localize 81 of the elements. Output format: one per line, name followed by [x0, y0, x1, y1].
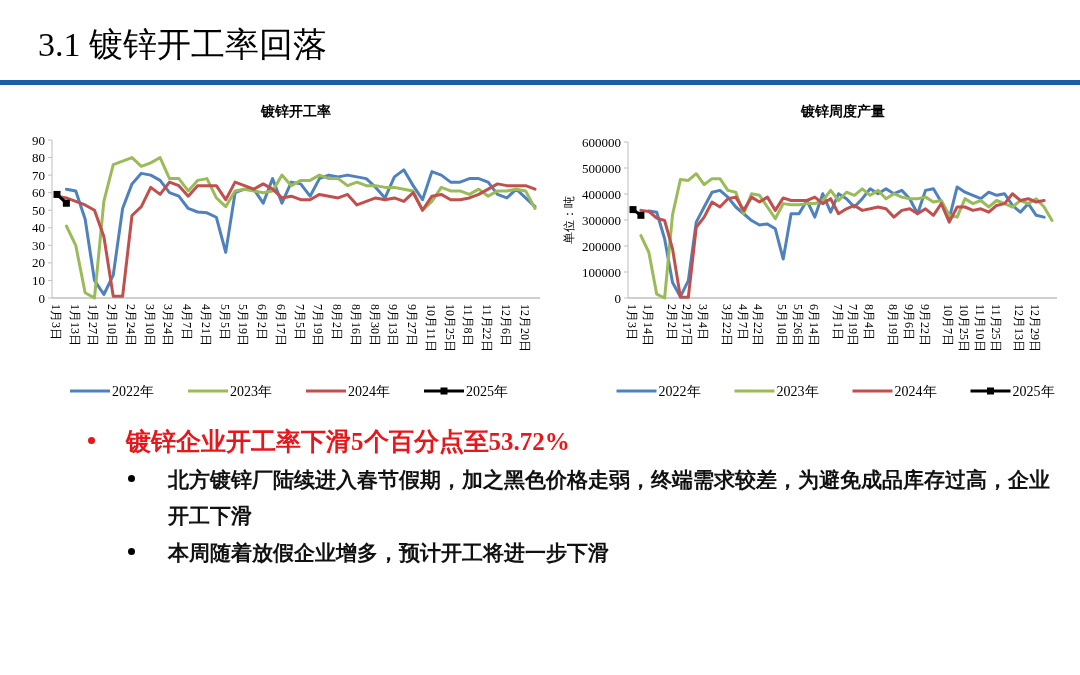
x-tick-label: 12月6日 [498, 304, 513, 346]
x-tick-label: 9月6日 [901, 304, 916, 340]
x-tick-label: 4月21日 [198, 304, 213, 346]
legend-label: 2022年 [658, 384, 701, 399]
legend-label: 2025年 [1012, 384, 1055, 399]
x-tick-label: 5月26日 [791, 304, 806, 346]
x-tick-label: 9月13日 [386, 304, 401, 346]
x-tick-label: 2月10日 [105, 304, 120, 346]
y-tick-label: 600000 [582, 134, 621, 150]
legend-label: 2023年 [776, 384, 819, 399]
x-tick-label: 12月13日 [1012, 304, 1027, 352]
y-tick-label: 0 [614, 290, 621, 306]
x-tick-label: 5月5日 [217, 304, 232, 340]
x-tick-label: 11月8日 [461, 304, 476, 346]
x-tick-label: 8月2日 [330, 304, 345, 340]
x-tick-label: 10月25日 [957, 304, 972, 352]
x-tick-label: 7月5日 [292, 304, 307, 340]
x-tick-label: 6月17日 [273, 304, 288, 346]
y-tick-label: 30 [32, 237, 45, 253]
y-tick-label: 0 [38, 290, 45, 306]
x-tick-label: 8月30日 [367, 304, 382, 346]
y-tick-label: 80 [32, 150, 45, 166]
y-tick-label: 40 [32, 220, 45, 236]
legend-label: 2022年 [112, 384, 154, 399]
y-tick-label: 500000 [582, 160, 621, 176]
text: 本周随着放假企业增多，预计开工将进一步下滑 [168, 540, 610, 567]
x-tick-label: 10月7日 [941, 304, 956, 346]
x-tick-label: 11月10日 [972, 304, 987, 352]
x-tick-label: 10月11日 [423, 304, 438, 352]
y-tick-label: 10 [32, 272, 45, 288]
y-tick-label: 200000 [582, 238, 621, 254]
x-tick-label: 11月22日 [480, 304, 495, 352]
x-tick-label: 9月27日 [405, 304, 420, 346]
legend-label: 2025年 [466, 384, 508, 399]
x-tick-label: 8月16日 [348, 304, 363, 346]
x-tick-label: 3月22日 [719, 304, 734, 346]
x-tick-label: 8月19日 [885, 304, 900, 346]
text: 镀锌企业开工率下滑5个百分点至53.72% [126, 427, 571, 457]
x-tick-label: 3月10日 [142, 304, 157, 346]
x-tick-label: 9月22日 [917, 304, 932, 346]
x-tick-label: 1月14日 [640, 304, 655, 346]
y-tick-label: 70 [32, 167, 45, 183]
x-tick-label: 3月24日 [161, 304, 176, 346]
y-tick-label: 400000 [582, 186, 621, 202]
x-tick-label: 4月7日 [180, 304, 195, 340]
x-tick-label: 4月22日 [751, 304, 766, 346]
y-tick-label: 50 [32, 202, 45, 218]
chart-title: 镀锌开工率 [260, 103, 331, 119]
x-tick-label: 5月19日 [236, 304, 251, 346]
x-tick-label: 12月20日 [517, 304, 532, 352]
x-tick-label: 6月14日 [806, 304, 821, 346]
x-tick-label: 2月2日 [664, 304, 679, 340]
text: 北方镀锌厂陆续进入春节假期，加之黑色价格走弱，终端需求较差，为避免成品库存过高，企业开工下滑 [168, 467, 1050, 530]
x-tick-label: 7月19日 [846, 304, 861, 346]
x-tick-label: 7月19日 [311, 304, 326, 346]
y-axis-title: 单位：吨 [562, 196, 576, 244]
x-tick-label: 1月27日 [86, 304, 101, 346]
x-tick-label: 1月13日 [67, 304, 82, 346]
x-tick-label: 1月3日 [625, 304, 639, 340]
x-tick-label: 7月1日 [830, 304, 845, 340]
x-tick-label: 8月4日 [862, 304, 877, 340]
x-tick-label: 1月3日 [49, 304, 63, 340]
y-tick-label: 60 [32, 185, 45, 201]
chart-title: 镀锌周度产量 [799, 103, 885, 119]
x-tick-label: 5月10日 [775, 304, 790, 346]
y-tick-label: 300000 [582, 212, 621, 228]
x-tick-label: 11月25日 [988, 304, 1003, 352]
legend-label: 2024年 [894, 384, 937, 399]
legend-label: 2024年 [348, 384, 390, 399]
legend-label: 2023年 [230, 384, 272, 399]
x-tick-label: 4月7日 [735, 304, 750, 340]
text: 3.1 镀锌开工率回落 [38, 25, 327, 65]
x-tick-label: 12月29日 [1028, 304, 1043, 352]
x-tick-label: 3月4日 [696, 304, 711, 340]
x-tick-label: 6月2日 [255, 304, 270, 340]
y-tick-label: 20 [32, 255, 45, 271]
x-tick-label: 2月17日 [680, 304, 695, 346]
x-tick-label: 2月24日 [123, 304, 138, 346]
y-tick-label: 90 [32, 132, 45, 148]
y-tick-label: 100000 [582, 264, 621, 280]
x-tick-label: 10月25日 [442, 304, 457, 352]
